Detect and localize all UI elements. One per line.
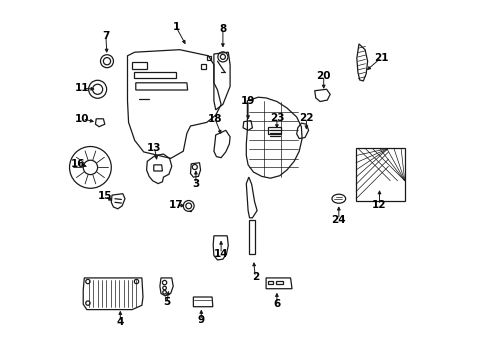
Text: 21: 21 bbox=[373, 53, 388, 63]
Text: 20: 20 bbox=[316, 71, 330, 81]
Text: 17: 17 bbox=[168, 200, 183, 210]
Text: 11: 11 bbox=[74, 83, 89, 93]
Text: 9: 9 bbox=[197, 315, 204, 325]
Text: 2: 2 bbox=[251, 272, 258, 282]
Text: 7: 7 bbox=[102, 31, 109, 41]
Text: 13: 13 bbox=[147, 143, 162, 153]
Text: 12: 12 bbox=[371, 200, 386, 210]
Text: 10: 10 bbox=[75, 114, 90, 124]
Text: 16: 16 bbox=[71, 159, 85, 169]
Text: 5: 5 bbox=[163, 297, 170, 307]
Text: 8: 8 bbox=[219, 24, 226, 34]
Text: 4: 4 bbox=[116, 317, 124, 327]
Text: 3: 3 bbox=[192, 179, 199, 189]
Text: 6: 6 bbox=[273, 299, 280, 309]
Text: 15: 15 bbox=[98, 191, 112, 201]
Text: 19: 19 bbox=[241, 96, 255, 106]
Text: 23: 23 bbox=[269, 113, 284, 123]
Text: 1: 1 bbox=[172, 22, 180, 32]
Text: 14: 14 bbox=[213, 249, 228, 259]
Text: 24: 24 bbox=[331, 215, 346, 225]
Text: 22: 22 bbox=[299, 113, 313, 123]
Text: 18: 18 bbox=[207, 114, 222, 124]
